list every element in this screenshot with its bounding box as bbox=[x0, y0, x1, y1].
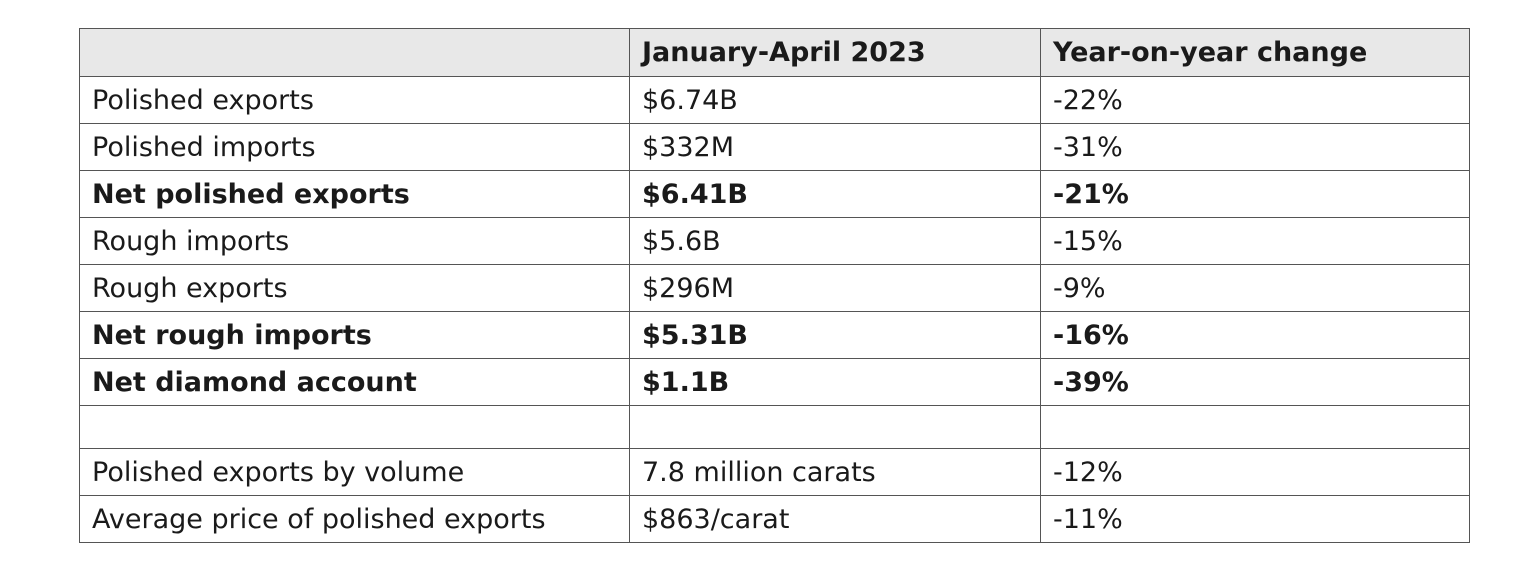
table-row-rough-imports: Rough imports $5.6B -15% bbox=[79, 217, 1470, 265]
table-header-row: January-April 2023 Year-on-year change bbox=[79, 28, 1470, 77]
row-value: $6.41B bbox=[629, 170, 1041, 218]
row-value: $5.6B bbox=[629, 217, 1041, 265]
row-label: Net diamond account bbox=[79, 358, 630, 406]
row-value: $5.31B bbox=[629, 311, 1041, 359]
table-row-net-diamond-account: Net diamond account $1.1B -39% bbox=[79, 358, 1470, 406]
diamond-trade-table-container: January-April 2023 Year-on-year change P… bbox=[79, 28, 1470, 543]
row-label: Average price of polished exports bbox=[79, 495, 630, 543]
row-change: -39% bbox=[1040, 358, 1470, 406]
row-value: $6.74B bbox=[629, 76, 1041, 124]
header-period-cell: January-April 2023 bbox=[629, 28, 1041, 77]
row-value: $1.1B bbox=[629, 358, 1041, 406]
row-change: -31% bbox=[1040, 123, 1470, 171]
row-change: -16% bbox=[1040, 311, 1470, 359]
row-value: 7.8 million carats bbox=[629, 448, 1041, 496]
row-label: Polished exports bbox=[79, 76, 630, 124]
row-value bbox=[629, 405, 1041, 449]
table-row-net-rough-imports: Net rough imports $5.31B -16% bbox=[79, 311, 1470, 359]
row-value: $296M bbox=[629, 264, 1041, 312]
row-change bbox=[1040, 405, 1470, 449]
row-change: -11% bbox=[1040, 495, 1470, 543]
header-label-cell bbox=[79, 28, 630, 77]
row-change: -15% bbox=[1040, 217, 1470, 265]
row-label: Rough imports bbox=[79, 217, 630, 265]
table-row-net-polished-exports: Net polished exports $6.41B -21% bbox=[79, 170, 1470, 218]
table-row-polished-exports-volume: Polished exports by volume 7.8 million c… bbox=[79, 448, 1470, 496]
row-change: -9% bbox=[1040, 264, 1470, 312]
row-label: Polished imports bbox=[79, 123, 630, 171]
row-value: $332M bbox=[629, 123, 1041, 171]
header-change-cell: Year-on-year change bbox=[1040, 28, 1470, 77]
row-label bbox=[79, 405, 630, 449]
table-row-empty bbox=[79, 405, 1470, 449]
row-change: -21% bbox=[1040, 170, 1470, 218]
row-label: Net polished exports bbox=[79, 170, 630, 218]
table-row-polished-imports: Polished imports $332M -31% bbox=[79, 123, 1470, 171]
row-label: Polished exports by volume bbox=[79, 448, 630, 496]
row-change: -22% bbox=[1040, 76, 1470, 124]
row-label: Rough exports bbox=[79, 264, 630, 312]
row-label: Net rough imports bbox=[79, 311, 630, 359]
table-row-rough-exports: Rough exports $296M -9% bbox=[79, 264, 1470, 312]
row-value: $863/carat bbox=[629, 495, 1041, 543]
diamond-trade-table: January-April 2023 Year-on-year change P… bbox=[79, 28, 1470, 543]
row-change: -12% bbox=[1040, 448, 1470, 496]
table-row-average-price: Average price of polished exports $863/c… bbox=[79, 495, 1470, 543]
table-row-polished-exports: Polished exports $6.74B -22% bbox=[79, 76, 1470, 124]
